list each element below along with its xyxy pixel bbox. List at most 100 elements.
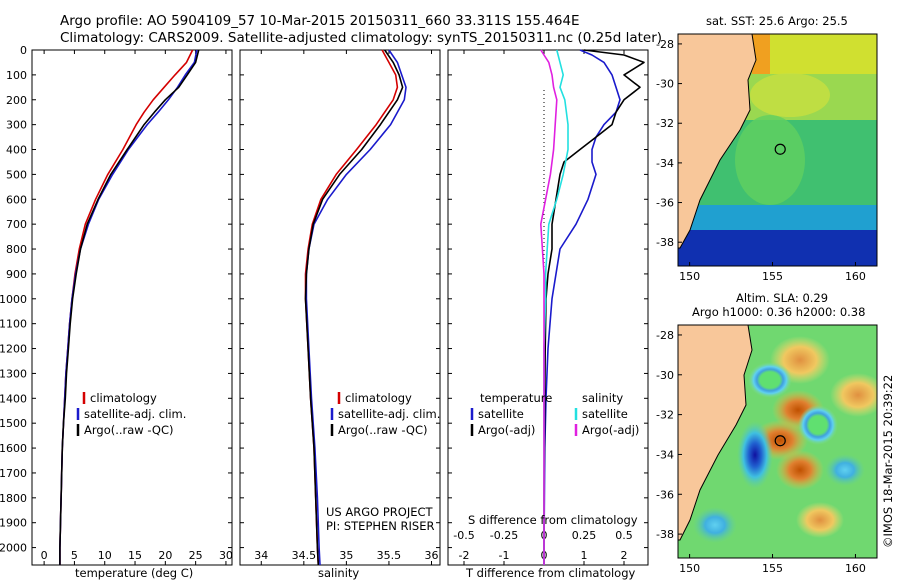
map-x-tick-label: 155 [762, 562, 783, 575]
s-tick-label: 0.25 [572, 529, 597, 542]
diff-legend-s-argo: Argo(-adj) [582, 423, 639, 437]
map-x-tick-label: 155 [762, 270, 783, 283]
sla-argo-location-marker [774, 435, 786, 447]
map-x-tick-label: 160 [845, 270, 866, 283]
sal-legend-satellite: satellite-adj. clim. [338, 407, 440, 421]
sla-map-title: Altim. SLA: 0.29 [736, 291, 828, 305]
sla-map-image [678, 325, 877, 558]
sla-orange-patch-south [796, 502, 844, 538]
depth-tick-label: 1300 [0, 367, 27, 380]
x-tick-label: 36 [424, 549, 438, 562]
map-y-tick-label: -28 [656, 329, 674, 342]
depth-tick-label: 100 [6, 69, 27, 82]
x-tick-label: 20 [158, 549, 172, 562]
difference-panel-frame [447, 49, 649, 566]
depth-tick-label: 500 [6, 168, 27, 181]
x-tick-label: 10 [98, 549, 112, 562]
salinity-x-axis: 34 34.5 35 35.5 36 [254, 50, 438, 565]
s-tick-label: -0.25 [490, 529, 518, 542]
map-y-tick-label: -28 [656, 38, 674, 51]
x-tick-label: 35 [339, 549, 353, 562]
sst-map-title: sat. SST: 25.6 Argo: 25.5 [706, 14, 848, 28]
legend-title-temperature: temperature [480, 391, 552, 405]
map-y-tick-label: -32 [656, 117, 674, 130]
salinity-x-label: salinity [318, 566, 359, 580]
depth-tick-label: 700 [6, 218, 27, 231]
depth-tick-label: 300 [6, 119, 27, 132]
temp-legend-climatology: climatology [90, 391, 157, 405]
salinity-series [304, 49, 407, 566]
map-y-tick-label: -38 [656, 528, 674, 541]
difference-legend: temperature salinity satellite Argo(-adj… [470, 391, 639, 437]
sla-cyan-patch-1 [825, 454, 865, 486]
sst-mid-eddy [735, 115, 805, 205]
x-tick-label: 15 [128, 549, 142, 562]
map-y-tick-label: -32 [656, 409, 674, 422]
map-y-tick-label: -34 [656, 448, 674, 461]
sla-cyan-patch-2 [693, 507, 737, 543]
diff-line-t-satellite [543, 49, 621, 565]
sst-map-frame [677, 33, 878, 267]
difference-series: -0.5 -0.25 0 0.25 0.5 [453, 49, 645, 565]
depth-tick-label: 1200 [0, 343, 27, 356]
depth-tick-label: 2000 [0, 542, 27, 555]
x-tick-label: 34 [254, 549, 268, 562]
x-tick-label: 2 [621, 549, 628, 562]
map-y-tick-label: -36 [656, 197, 674, 210]
salinity-legend: climatology satellite-adj. clim. Argo(..… [330, 391, 440, 437]
depth-axis: 0 100 200 300 400 500 600 700 800 900 1000 1100 1200… [0, 44, 648, 555]
sla-orange-patch-east [830, 373, 877, 417]
depth-tick-label: 200 [6, 94, 27, 107]
sla-map-axes: 150 155 160 -28 -30 -32 -34 -36 -38 [656, 329, 866, 575]
temperature-line-2 [59, 49, 200, 565]
temperature-x-label: temperature (deg C) [75, 566, 193, 580]
project-annotation: US ARGO PROJECT [326, 505, 434, 519]
depth-tick-label: 1800 [0, 492, 27, 505]
temperature-x-axis: 0 5 10 15 20 25 30 [41, 50, 233, 565]
depth-tick-label: 1500 [0, 417, 27, 430]
sla-land [678, 325, 753, 541]
diff-line-s-argo [539, 49, 558, 565]
depth-tick-label: 1400 [0, 392, 27, 405]
depth-tick-label: 400 [6, 144, 27, 157]
legend-title-salinity: salinity [582, 391, 623, 405]
sst-map-axes: 150 155 160 -28 -30 -32 -34 -36 -38 [656, 38, 866, 283]
sal-legend-argo: Argo(..raw -QC) [338, 423, 428, 437]
sla-map-subtitle: Argo h1000: 0.36 h2000: 0.38 [692, 305, 865, 319]
temperature-line-1 [59, 49, 198, 565]
s-tick-label: 0.5 [615, 529, 633, 542]
diff-legend-s-satellite: satellite [582, 407, 628, 421]
sal-legend-climatology: climatology [345, 391, 412, 405]
x-tick-label: -2 [459, 549, 470, 562]
depth-tick-label: 1700 [0, 467, 27, 480]
sla-ring-eddy-2 [798, 405, 838, 445]
header-line-2: Climatology: CARS2009. Satellite-adjuste… [60, 30, 662, 46]
map-y-tick-label: -36 [656, 488, 674, 501]
sla-negative-eddy [737, 421, 773, 489]
header-line-1: Argo profile: AO 5904109_57 10-Mar-2015 … [60, 13, 580, 29]
temperature-line-0 [59, 49, 194, 565]
x-tick-label: -1 [499, 549, 510, 562]
depth-tick-label: 0 [20, 44, 27, 57]
diff-line-s-satellite [543, 49, 569, 565]
depth-tick-label: 1000 [0, 293, 27, 306]
depth-tick-label: 900 [6, 268, 27, 281]
x-tick-label: 35.5 [377, 549, 402, 562]
x-tick-label: 0 [41, 549, 48, 562]
temperature-series [59, 49, 200, 565]
depth-tick-label: 800 [6, 243, 27, 256]
salinity-panel-frame [239, 49, 441, 566]
diff-legend-t-satellite: satellite [478, 407, 524, 421]
sla-map-frame [677, 324, 878, 559]
sst-warm-eddy [750, 73, 830, 117]
map-x-tick-label: 150 [679, 270, 700, 283]
sst-warm-band [752, 34, 877, 74]
t-difference-x-label: T difference from climatology [465, 566, 636, 580]
diff-legend-t-argo: Argo(-adj) [478, 423, 535, 437]
temp-legend-satellite: satellite-adj. clim. [84, 407, 186, 421]
sst-land [678, 34, 757, 249]
map-y-tick-label: -30 [656, 369, 674, 382]
x-tick-label: 1 [581, 549, 588, 562]
s-tick-label: -0.5 [453, 529, 474, 542]
